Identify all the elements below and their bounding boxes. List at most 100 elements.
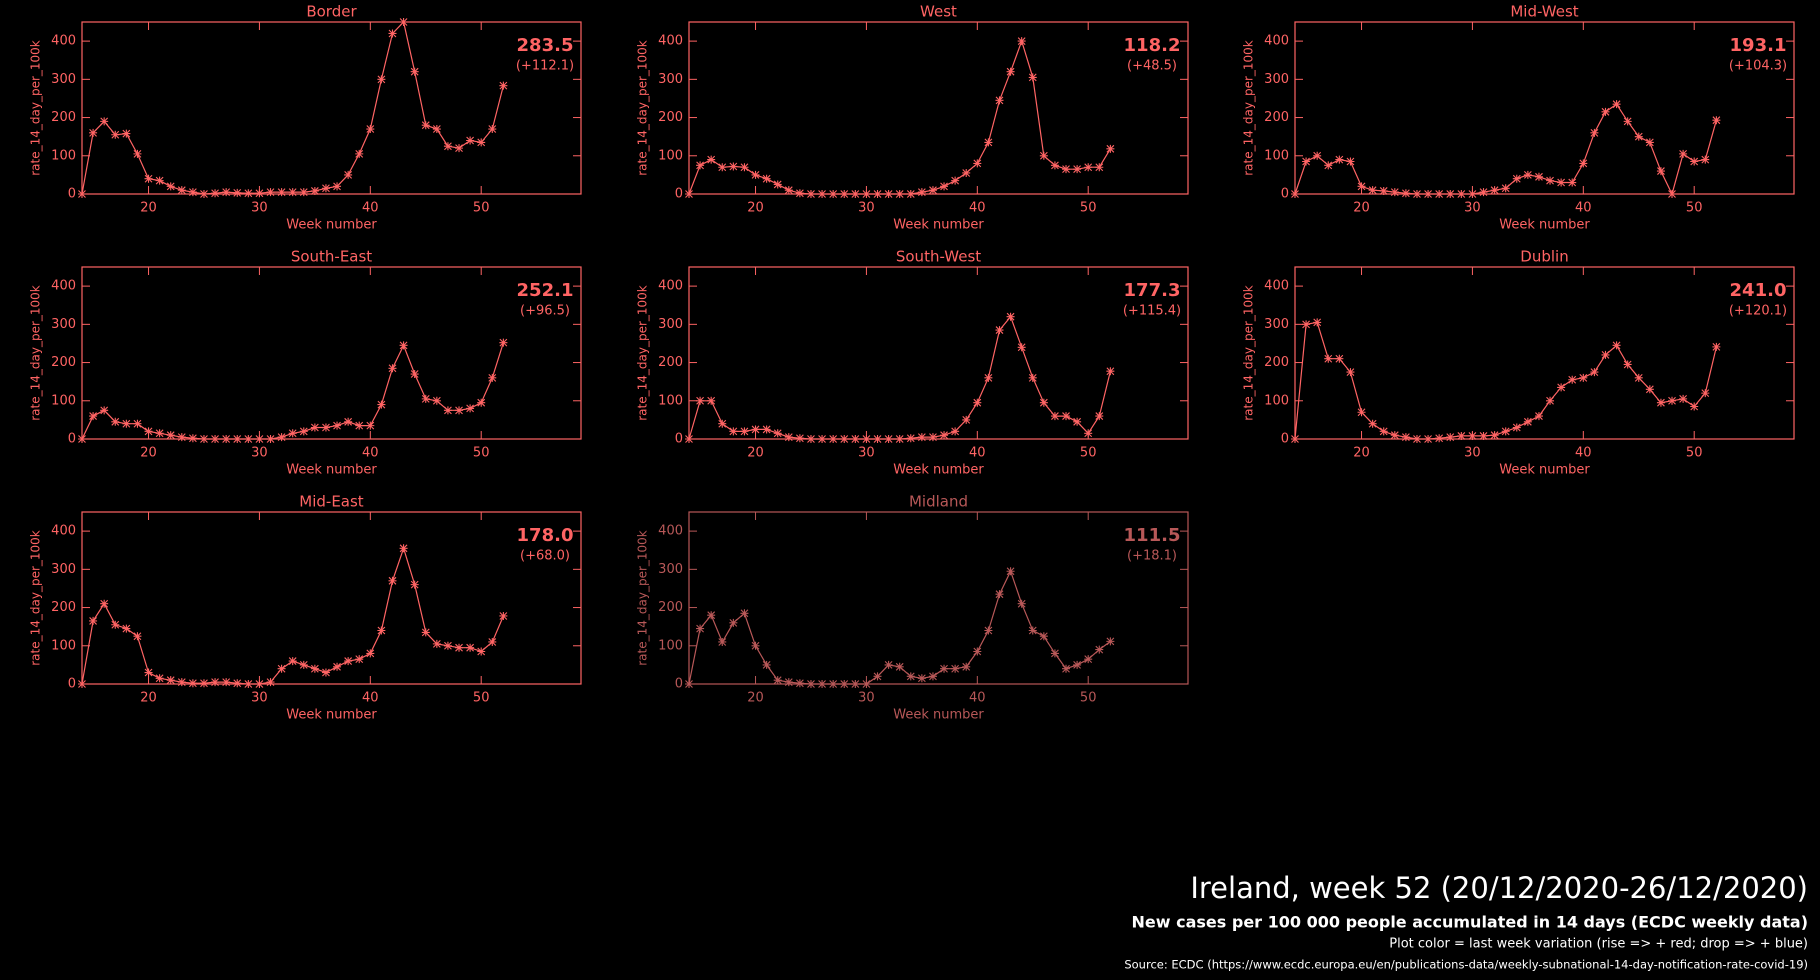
point-marker [488, 373, 497, 382]
y-tick-label: 200 [658, 355, 683, 370]
point-marker [466, 643, 475, 652]
point-marker [773, 429, 782, 438]
point-marker [895, 435, 904, 443]
point-marker [1424, 190, 1433, 198]
point-marker [166, 676, 175, 685]
point-marker [851, 435, 860, 443]
point-marker [1579, 159, 1588, 168]
point-marker [266, 188, 275, 197]
point-marker [1701, 389, 1710, 398]
point-marker [455, 144, 464, 153]
point-marker [940, 182, 949, 191]
y-tick-label: 100 [1264, 393, 1289, 408]
plot-frame [688, 266, 1189, 440]
y-axis-label: rate_14_day_per_100k [636, 40, 650, 176]
point-marker [1435, 190, 1444, 198]
point-marker [840, 680, 849, 688]
point-marker [199, 679, 208, 688]
point-marker [962, 415, 971, 424]
point-marker [895, 190, 904, 198]
x-axis-label: Week number [1499, 463, 1590, 478]
point-marker [696, 624, 705, 633]
weekly-change: (+18.1) [1127, 549, 1177, 564]
point-marker [1468, 431, 1477, 440]
point-marker [1291, 435, 1299, 443]
panel-title: West [920, 3, 957, 21]
point-marker [917, 188, 926, 197]
point-marker [344, 657, 353, 666]
point-marker [1039, 398, 1048, 407]
x-tick-label: 20 [140, 691, 157, 706]
point-marker [199, 435, 208, 443]
point-marker [321, 668, 330, 677]
x-tick-label: 20 [140, 201, 157, 216]
point-marker [388, 29, 397, 38]
point-marker [1435, 434, 1444, 443]
point-marker [321, 184, 330, 193]
point-marker [707, 155, 716, 164]
point-marker [906, 190, 915, 198]
x-tick-label: 50 [1080, 201, 1097, 216]
point-marker [1523, 417, 1532, 426]
point-marker [762, 425, 771, 434]
point-marker [421, 121, 430, 130]
point-marker [751, 170, 760, 179]
point-marker [1324, 354, 1333, 363]
panel-title: Midland [909, 493, 968, 511]
point-marker [696, 396, 705, 405]
point-marker [1073, 417, 1082, 426]
y-tick-label: 200 [51, 355, 76, 370]
point-marker [1379, 427, 1388, 436]
point-marker [344, 417, 353, 426]
point-marker [432, 125, 441, 134]
point-marker [806, 435, 815, 443]
point-marker [477, 647, 486, 656]
point-marker [443, 641, 452, 650]
point-marker [1645, 138, 1654, 147]
x-tick-label: 30 [858, 201, 875, 216]
x-tick-label: 20 [747, 201, 764, 216]
panel-title: Dublin [1520, 248, 1568, 266]
point-marker [443, 406, 452, 415]
point-marker [1368, 186, 1377, 195]
y-tick-label: 400 [51, 279, 76, 294]
point-marker [1601, 107, 1610, 116]
point-marker [1668, 190, 1677, 198]
point-marker [1534, 412, 1543, 421]
point-marker [906, 434, 915, 443]
point-marker [1379, 186, 1388, 195]
point-marker [1073, 165, 1082, 174]
point-marker [499, 81, 508, 90]
point-marker [995, 590, 1004, 599]
x-tick-label: 40 [1575, 446, 1592, 461]
y-tick-label: 300 [51, 317, 76, 332]
point-marker [862, 190, 871, 198]
point-marker [1106, 144, 1115, 153]
point-marker [78, 680, 86, 688]
point-marker [1313, 151, 1322, 160]
point-marker [1039, 632, 1048, 641]
point-marker [1346, 157, 1355, 166]
point-marker [1313, 318, 1322, 327]
y-tick-label: 200 [1264, 355, 1289, 370]
point-marker [995, 96, 1004, 105]
current-value: 111.5 [1124, 525, 1181, 546]
point-marker [1028, 626, 1037, 635]
point-marker [795, 434, 804, 443]
point-marker [1291, 190, 1299, 198]
y-tick-label: 300 [1264, 72, 1289, 87]
y-axis-label: rate_14_day_per_100k [1242, 40, 1256, 176]
point-marker [829, 190, 838, 198]
point-marker [177, 678, 186, 687]
x-tick-label: 50 [1080, 691, 1097, 706]
point-marker [917, 433, 926, 442]
point-marker [751, 641, 760, 650]
point-marker [818, 435, 827, 443]
point-marker [984, 138, 993, 147]
x-tick-label: 40 [362, 691, 379, 706]
point-marker [1084, 655, 1093, 664]
point-marker [1050, 161, 1059, 170]
weekly-change: (+112.1) [516, 59, 574, 74]
panel: Mid-West Week number rate_14_day_per_100k 2… [1242, 3, 1795, 233]
